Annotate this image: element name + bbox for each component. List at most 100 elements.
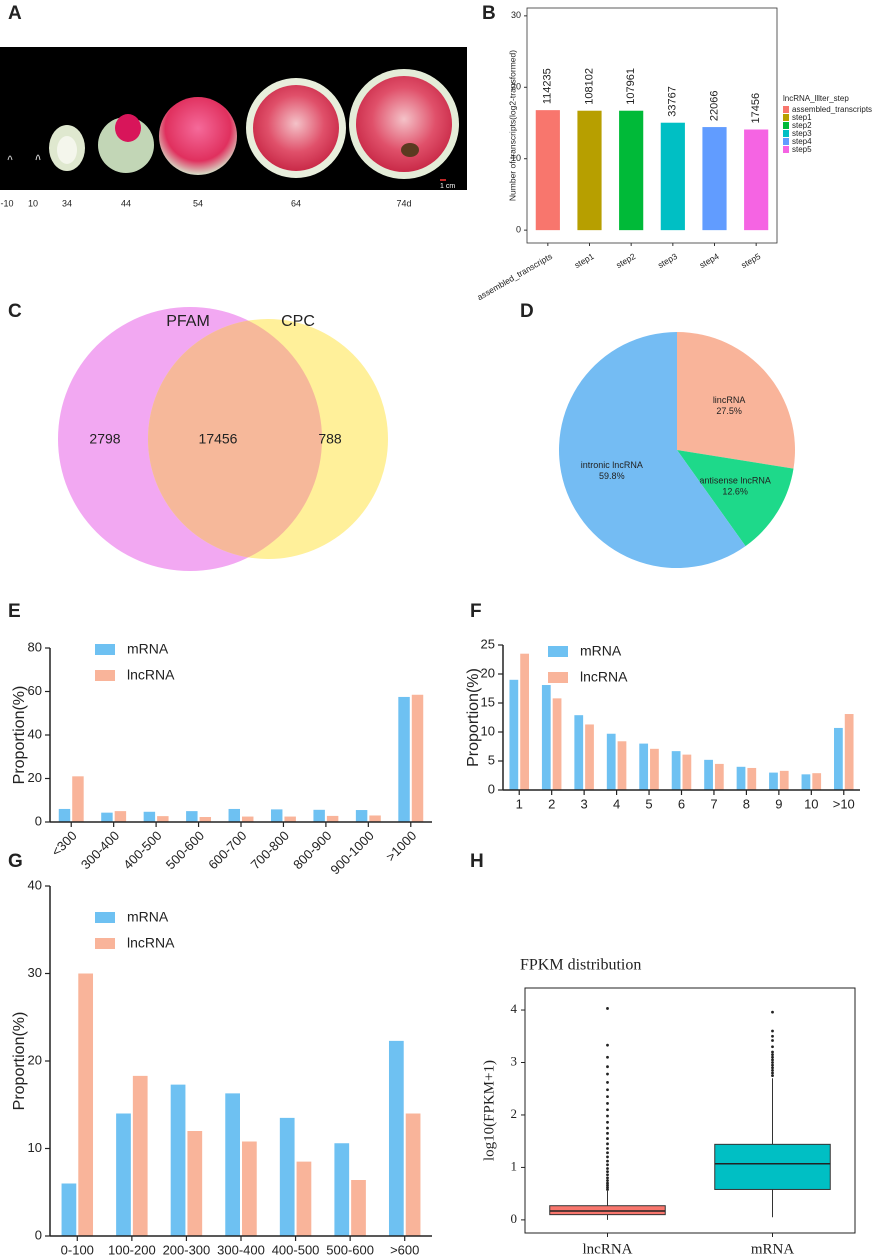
bar — [334, 1143, 350, 1236]
x-tick-label: step2 — [614, 251, 637, 270]
x-tick-label: 5 — [645, 796, 652, 811]
stage-label: -10 — [0, 198, 13, 208]
chart-title: FPKM distribution — [520, 957, 641, 974]
bar — [650, 748, 659, 790]
bar — [606, 733, 616, 790]
y-tick-label: 20 — [28, 1052, 42, 1067]
x-tick-label: 1 — [516, 796, 523, 811]
y-tick-label: 0 — [516, 225, 521, 235]
outlier — [606, 1176, 609, 1180]
y-tick-label: 5 — [488, 752, 495, 767]
bar — [619, 110, 644, 231]
x-tick-label: 500-600 — [326, 1242, 374, 1257]
bar — [769, 772, 778, 790]
y-axis-label: Number of transcripts(log2-transformed) — [507, 50, 517, 201]
x-tick-label: 8 — [743, 796, 750, 811]
outlier — [606, 1081, 609, 1084]
x-tick-label: assembled_transcripts — [475, 251, 554, 302]
outlier — [771, 1066, 774, 1070]
bar — [639, 743, 649, 790]
legend-label: mRNA — [127, 641, 169, 657]
photo — [0, 47, 467, 190]
bar — [577, 110, 602, 231]
legend-swatch — [783, 106, 789, 113]
legend-label: lncRNA — [127, 935, 175, 951]
outlier — [606, 1151, 609, 1155]
count-label: 22066 — [708, 90, 720, 121]
plot-frame — [524, 987, 856, 1234]
bar — [170, 1084, 186, 1236]
box — [714, 1143, 831, 1190]
bar — [744, 129, 769, 231]
set-name: CPC — [281, 313, 315, 330]
x-tick-label: 10 — [804, 796, 818, 811]
legend-label: step3 — [792, 129, 812, 138]
fruit — [57, 136, 77, 164]
y-tick-label: 3 — [511, 1053, 518, 1068]
fruit-stone — [401, 143, 419, 157]
y-tick-label: 60 — [28, 683, 42, 698]
legend-swatch — [548, 646, 568, 657]
x-tick-label: 6 — [678, 796, 685, 811]
bar — [702, 127, 727, 231]
panel-label: G — [8, 851, 23, 872]
panel-label: F — [470, 601, 482, 622]
bar — [114, 811, 127, 822]
outlier — [606, 1114, 609, 1118]
outlier — [771, 1071, 774, 1075]
bar — [58, 808, 71, 822]
bar — [296, 1161, 312, 1236]
y-tick-label: 0 — [35, 813, 42, 828]
legend-swatch — [783, 130, 789, 137]
bar — [116, 1113, 131, 1236]
bar — [187, 1131, 203, 1236]
x-tick-label: 0-100 — [61, 1242, 94, 1257]
x-tick-label: step3 — [656, 251, 679, 270]
outlier — [771, 1039, 774, 1042]
count: 788 — [318, 431, 342, 447]
x-tick-label: lncRNA — [583, 1241, 633, 1257]
panel-label: D — [520, 301, 534, 322]
x-tick-label: <300 — [48, 828, 79, 859]
panel-label: C — [8, 301, 22, 322]
slice-label: lincRNA — [713, 395, 746, 405]
bar — [812, 773, 822, 790]
y-tick-label: 20 — [511, 82, 521, 92]
bar — [101, 812, 113, 822]
legend-swatch — [783, 114, 789, 121]
y-tick-label: 40 — [28, 726, 42, 741]
y-tick-label: 80 — [28, 639, 42, 654]
outlier — [771, 1068, 774, 1072]
bar — [660, 122, 685, 231]
legend-swatch — [783, 138, 789, 145]
y-tick-label: 0 — [511, 1211, 518, 1226]
stage-label: 10 — [28, 198, 38, 208]
outlier — [606, 1170, 609, 1174]
outlier — [606, 1126, 609, 1130]
legend-swatch — [783, 122, 789, 129]
bar — [714, 763, 724, 790]
bar — [801, 774, 811, 790]
count-label: 33767 — [667, 86, 679, 117]
panel-label: E — [8, 601, 21, 622]
stage-label: 74d — [396, 198, 411, 208]
x-tick-label: >1000 — [383, 828, 419, 864]
x-tick-label: step4 — [698, 251, 721, 270]
outlier — [771, 1029, 774, 1033]
x-tick-label: step5 — [739, 251, 762, 270]
outlier — [771, 1010, 774, 1014]
x-tick-label: 400-500 — [120, 828, 164, 872]
bar — [585, 724, 594, 790]
outlier — [606, 1072, 609, 1076]
bar — [186, 811, 198, 822]
slice-value: 12.6% — [722, 486, 748, 496]
y-tick-label: 0 — [488, 781, 495, 796]
pie-slice — [677, 450, 794, 547]
legend-label: lncRNA — [580, 669, 628, 685]
outlier — [771, 1034, 774, 1038]
x-tick-label: 2 — [548, 796, 555, 811]
count-label: 114235 — [542, 68, 554, 104]
bar — [552, 698, 562, 790]
y-axis-label: Proportion(%) — [11, 1012, 28, 1111]
